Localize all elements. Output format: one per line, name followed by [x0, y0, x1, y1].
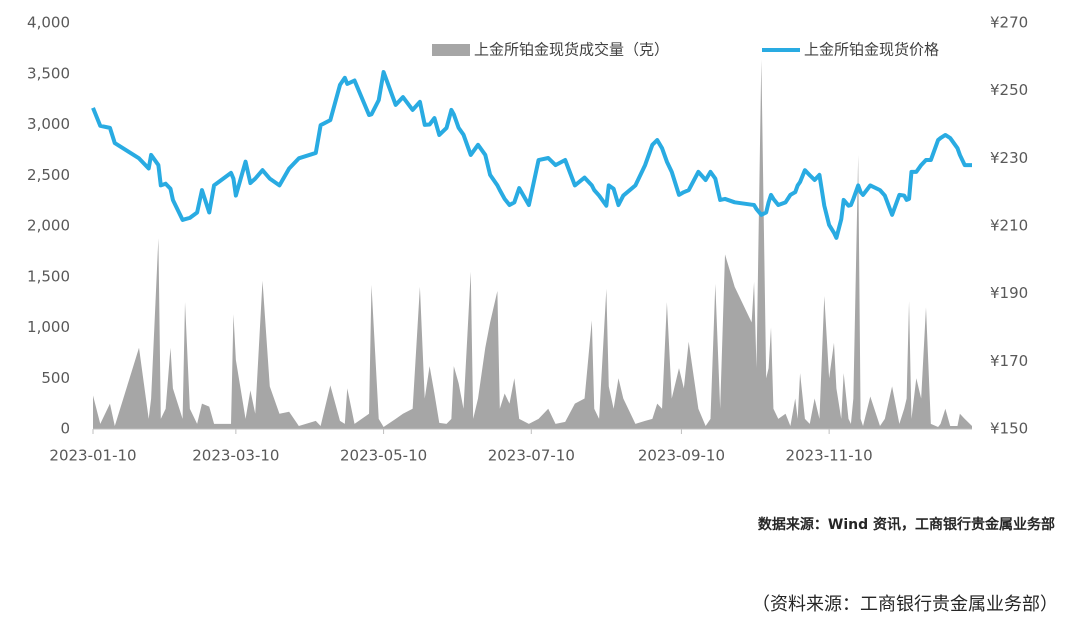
y2-tick-label: ¥270 — [990, 14, 1028, 32]
volume-area — [93, 59, 972, 429]
y-tick-label: 0 — [60, 420, 70, 438]
source: 数据来源：Wind 资讯，工商银行贵金属业务部 — [758, 516, 1055, 533]
y-tick-label: 1,500 — [27, 267, 70, 285]
y-tick-label: 500 — [41, 369, 70, 387]
y-tick-label: 3,000 — [27, 115, 70, 133]
y2-tick-label: ¥170 — [990, 352, 1028, 370]
x-tick-label: 2023-07-10 — [488, 447, 575, 465]
y2-tick-label: ¥190 — [990, 284, 1028, 302]
y2-tick-label: ¥250 — [990, 81, 1028, 99]
x-tick-label: 2023-11-10 — [786, 447, 873, 465]
y2-tick-label: ¥230 — [990, 149, 1028, 167]
x-tick-label: 2023-01-10 — [49, 447, 136, 465]
legend-label: 上金所铂金现货成交量（克） — [474, 41, 669, 59]
legend-swatch — [432, 44, 470, 56]
x-tick-label: 2023-05-10 — [340, 447, 427, 465]
legend-label: 上金所铂金现货价格 — [804, 41, 939, 59]
x-tick-label: 2023-03-10 — [192, 447, 279, 465]
y-tick-label: 2,500 — [27, 166, 70, 184]
y-tick-label: 4,000 — [27, 14, 70, 32]
note: （资料来源：工商银行贵金属业务部） — [752, 594, 1058, 615]
y2-tick-label: ¥210 — [990, 217, 1028, 235]
y2-tick-label: ¥150 — [990, 420, 1028, 438]
y-tick-label: 2,000 — [27, 217, 70, 235]
price-line — [91, 70, 972, 240]
y-tick-label: 3,500 — [27, 64, 70, 82]
y-tick-label: 1,000 — [27, 318, 70, 336]
x-tick-label: 2023-09-10 — [638, 447, 725, 465]
